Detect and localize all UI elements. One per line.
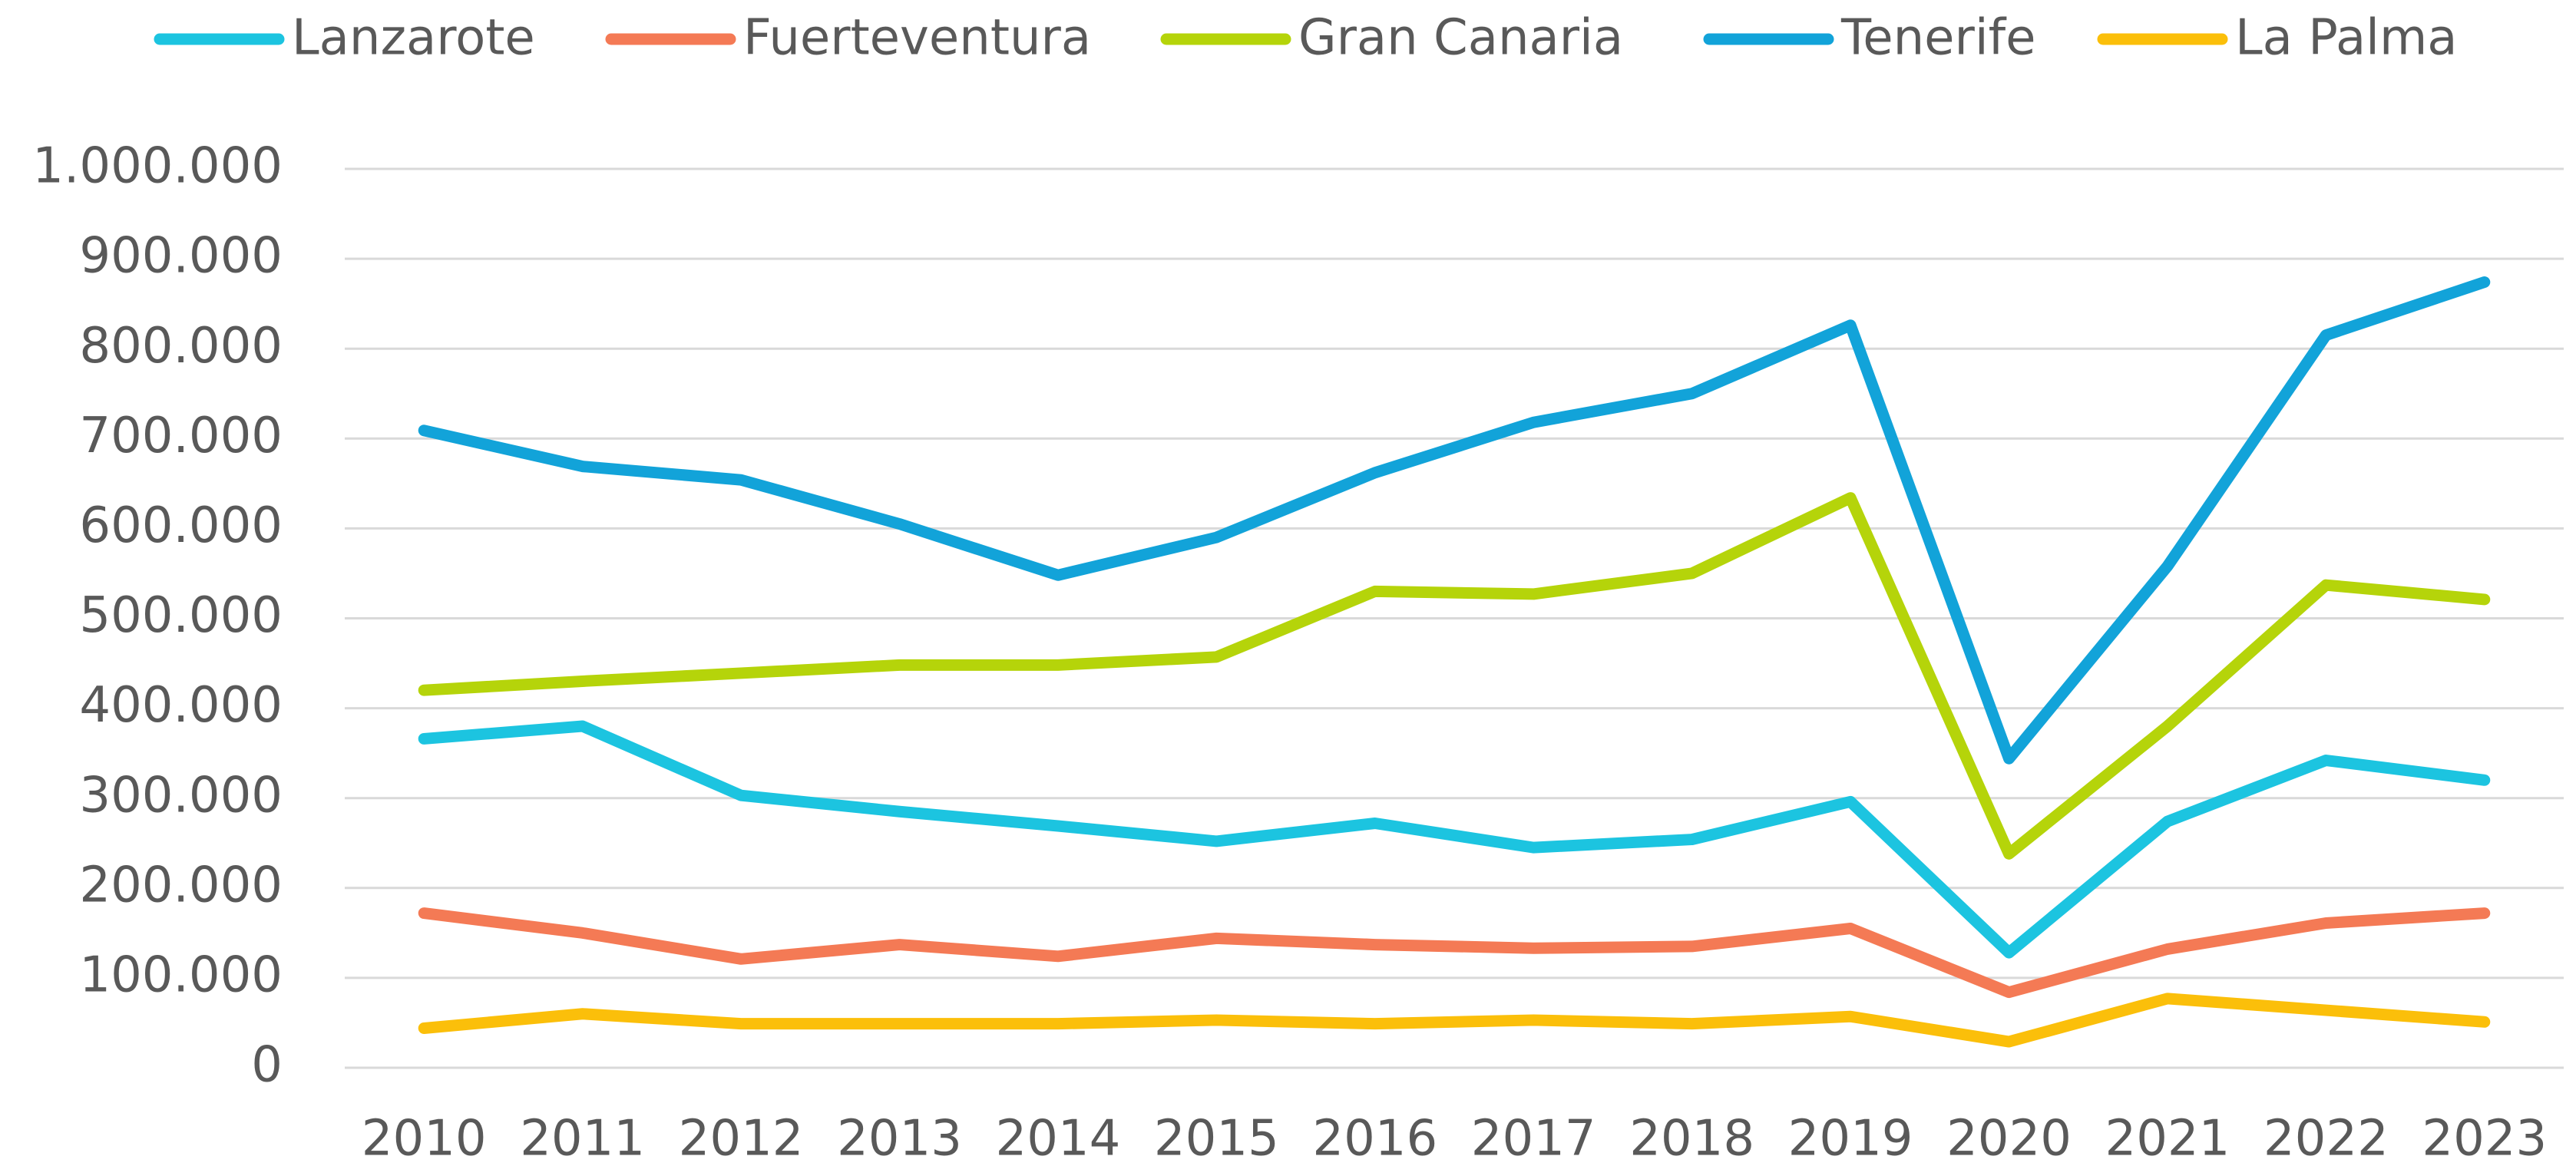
y-tick-label: 900.000 (79, 228, 283, 285)
x-tick-label: 2016 (1312, 1111, 1437, 1168)
legend-label: Fuerteventura (743, 10, 1091, 67)
y-tick-label: 600.000 (79, 497, 283, 554)
series-line (418, 993, 2491, 1048)
y-tick-label: 1.000.000 (32, 138, 283, 195)
legend-label: Tenerife (1840, 10, 2036, 67)
y-tick-label: 200.000 (79, 857, 283, 913)
y-tick-label: 500.000 (79, 587, 283, 644)
legend-label: Gran Canaria (1298, 10, 1623, 67)
x-tick-label: 2018 (1629, 1111, 1754, 1168)
x-tick-label: 2021 (2105, 1111, 2230, 1168)
x-tick-label: 2012 (679, 1111, 804, 1168)
x-tick-label: 2013 (837, 1111, 962, 1168)
y-tick-label: 700.000 (79, 408, 283, 464)
x-tick-label: 2015 (1154, 1111, 1279, 1168)
x-tick-label: 2019 (1788, 1111, 1913, 1168)
series-line (418, 907, 2491, 999)
y-tick-label: 0 (251, 1037, 283, 1094)
series-line (418, 720, 2491, 959)
y-tick-label: 800.000 (79, 318, 283, 375)
y-tick-label: 100.000 (79, 946, 283, 1003)
x-tick-label: 2022 (2264, 1111, 2389, 1168)
legend-label: La Palma (2235, 10, 2458, 67)
x-tick-label: 2020 (1946, 1111, 2072, 1168)
x-tick-label: 2010 (362, 1111, 487, 1168)
x-tick-label: 2023 (2422, 1111, 2547, 1168)
series-line (418, 276, 2491, 765)
y-tick-label: 300.000 (79, 767, 283, 824)
x-tick-label: 2011 (520, 1111, 645, 1168)
series-line (418, 492, 2491, 860)
x-tick-label: 2014 (995, 1111, 1120, 1168)
y-tick-label: 400.000 (79, 677, 283, 734)
legend-label: Lanzarote (292, 10, 535, 67)
x-tick-label: 2017 (1471, 1111, 1596, 1168)
